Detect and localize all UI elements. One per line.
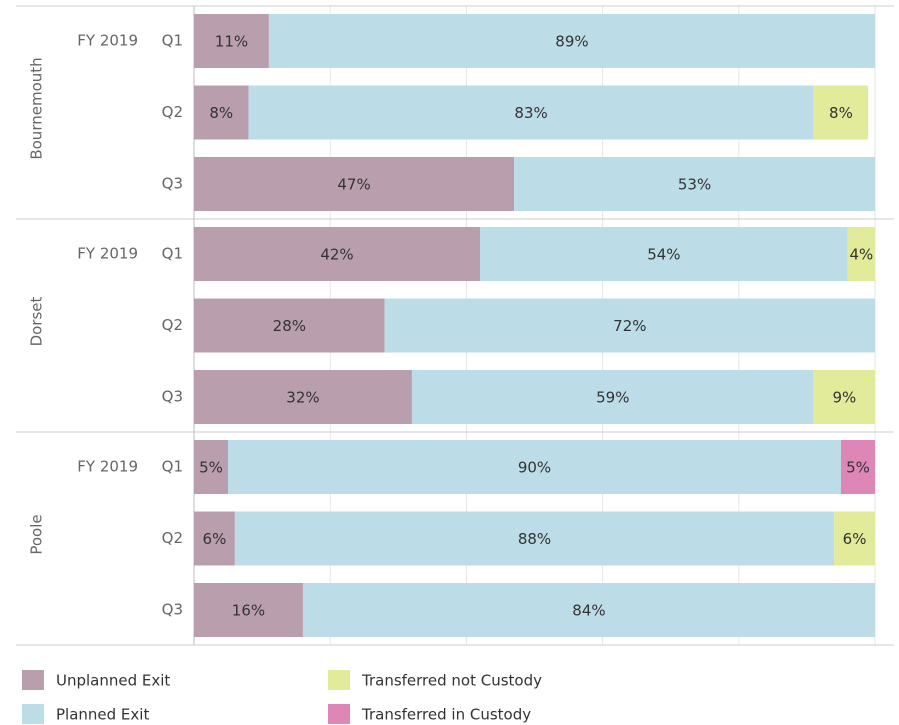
y-tick-label: Q3 — [162, 175, 183, 193]
bar-segment — [194, 583, 303, 637]
data-label: 8% — [209, 104, 233, 122]
year-label: FY 2019 — [77, 245, 138, 263]
data-label: 5% — [846, 459, 870, 477]
legend-label: Planned Exit — [56, 706, 149, 724]
bar-segment — [194, 298, 385, 353]
data-label: 89% — [555, 33, 588, 51]
y-tick-label: Q1 — [162, 458, 183, 476]
year-label: FY 2019 — [77, 32, 138, 50]
legend-swatch — [22, 670, 44, 690]
group-label: Poole — [28, 514, 46, 554]
legend-swatch — [22, 704, 44, 724]
data-label: 9% — [832, 389, 856, 407]
legend-label: Unplanned Exit — [56, 672, 170, 690]
y-tick-label: Q2 — [162, 316, 183, 334]
bar-segment — [194, 157, 515, 211]
bar-segment — [194, 227, 481, 281]
data-label: 28% — [273, 317, 306, 335]
data-label: 6% — [203, 530, 227, 548]
group-label: Bournemouth — [28, 57, 46, 159]
data-label: 90% — [518, 459, 551, 477]
data-label: 88% — [518, 530, 551, 548]
bar-segment — [514, 157, 875, 211]
legend-label: Transferred in Custody — [361, 706, 531, 724]
data-label: 54% — [647, 246, 680, 264]
data-label: 47% — [337, 176, 370, 194]
y-tick-label: Q3 — [162, 388, 183, 406]
data-label: 53% — [678, 176, 711, 194]
bar-segment — [234, 511, 835, 566]
bar-segment — [228, 440, 841, 494]
bar-segment — [248, 85, 814, 140]
bar-segment — [384, 298, 875, 353]
bar-segment — [847, 227, 875, 281]
data-label: 32% — [286, 389, 319, 407]
y-tick-label: Q2 — [162, 529, 183, 547]
y-tick-label: Q1 — [162, 245, 183, 263]
data-label: 8% — [829, 104, 853, 122]
bar-segment — [480, 227, 848, 281]
group-label: Dorset — [28, 296, 46, 346]
bar-segment — [194, 14, 269, 68]
y-tick-label: Q1 — [162, 32, 183, 50]
data-label: 59% — [596, 389, 629, 407]
y-tick-label: Q3 — [162, 601, 183, 619]
data-label: 16% — [232, 602, 265, 620]
data-label: 83% — [514, 104, 547, 122]
data-label: 4% — [849, 246, 873, 264]
bar-segment — [840, 440, 875, 494]
bar-segment — [834, 511, 875, 566]
y-tick-label: Q2 — [162, 103, 183, 121]
data-label: 11% — [215, 33, 248, 51]
data-label: 5% — [199, 459, 223, 477]
data-label: 72% — [613, 317, 646, 335]
bar-segment — [411, 370, 814, 424]
legend-swatch — [328, 670, 350, 690]
bar-segment — [194, 440, 229, 494]
legend-swatch — [328, 704, 350, 724]
bar-segment — [194, 511, 235, 566]
bar-segment — [194, 370, 412, 424]
data-label: 42% — [320, 246, 353, 264]
bar-segment — [302, 583, 876, 637]
data-label: 84% — [572, 602, 605, 620]
bar-segment — [813, 370, 875, 424]
legend-label: Transferred not Custody — [361, 672, 542, 690]
bar-segment — [813, 85, 869, 140]
year-label: FY 2019 — [77, 458, 138, 476]
bar-segment — [268, 14, 875, 68]
data-label: 6% — [843, 530, 867, 548]
bar-segment — [194, 85, 249, 140]
